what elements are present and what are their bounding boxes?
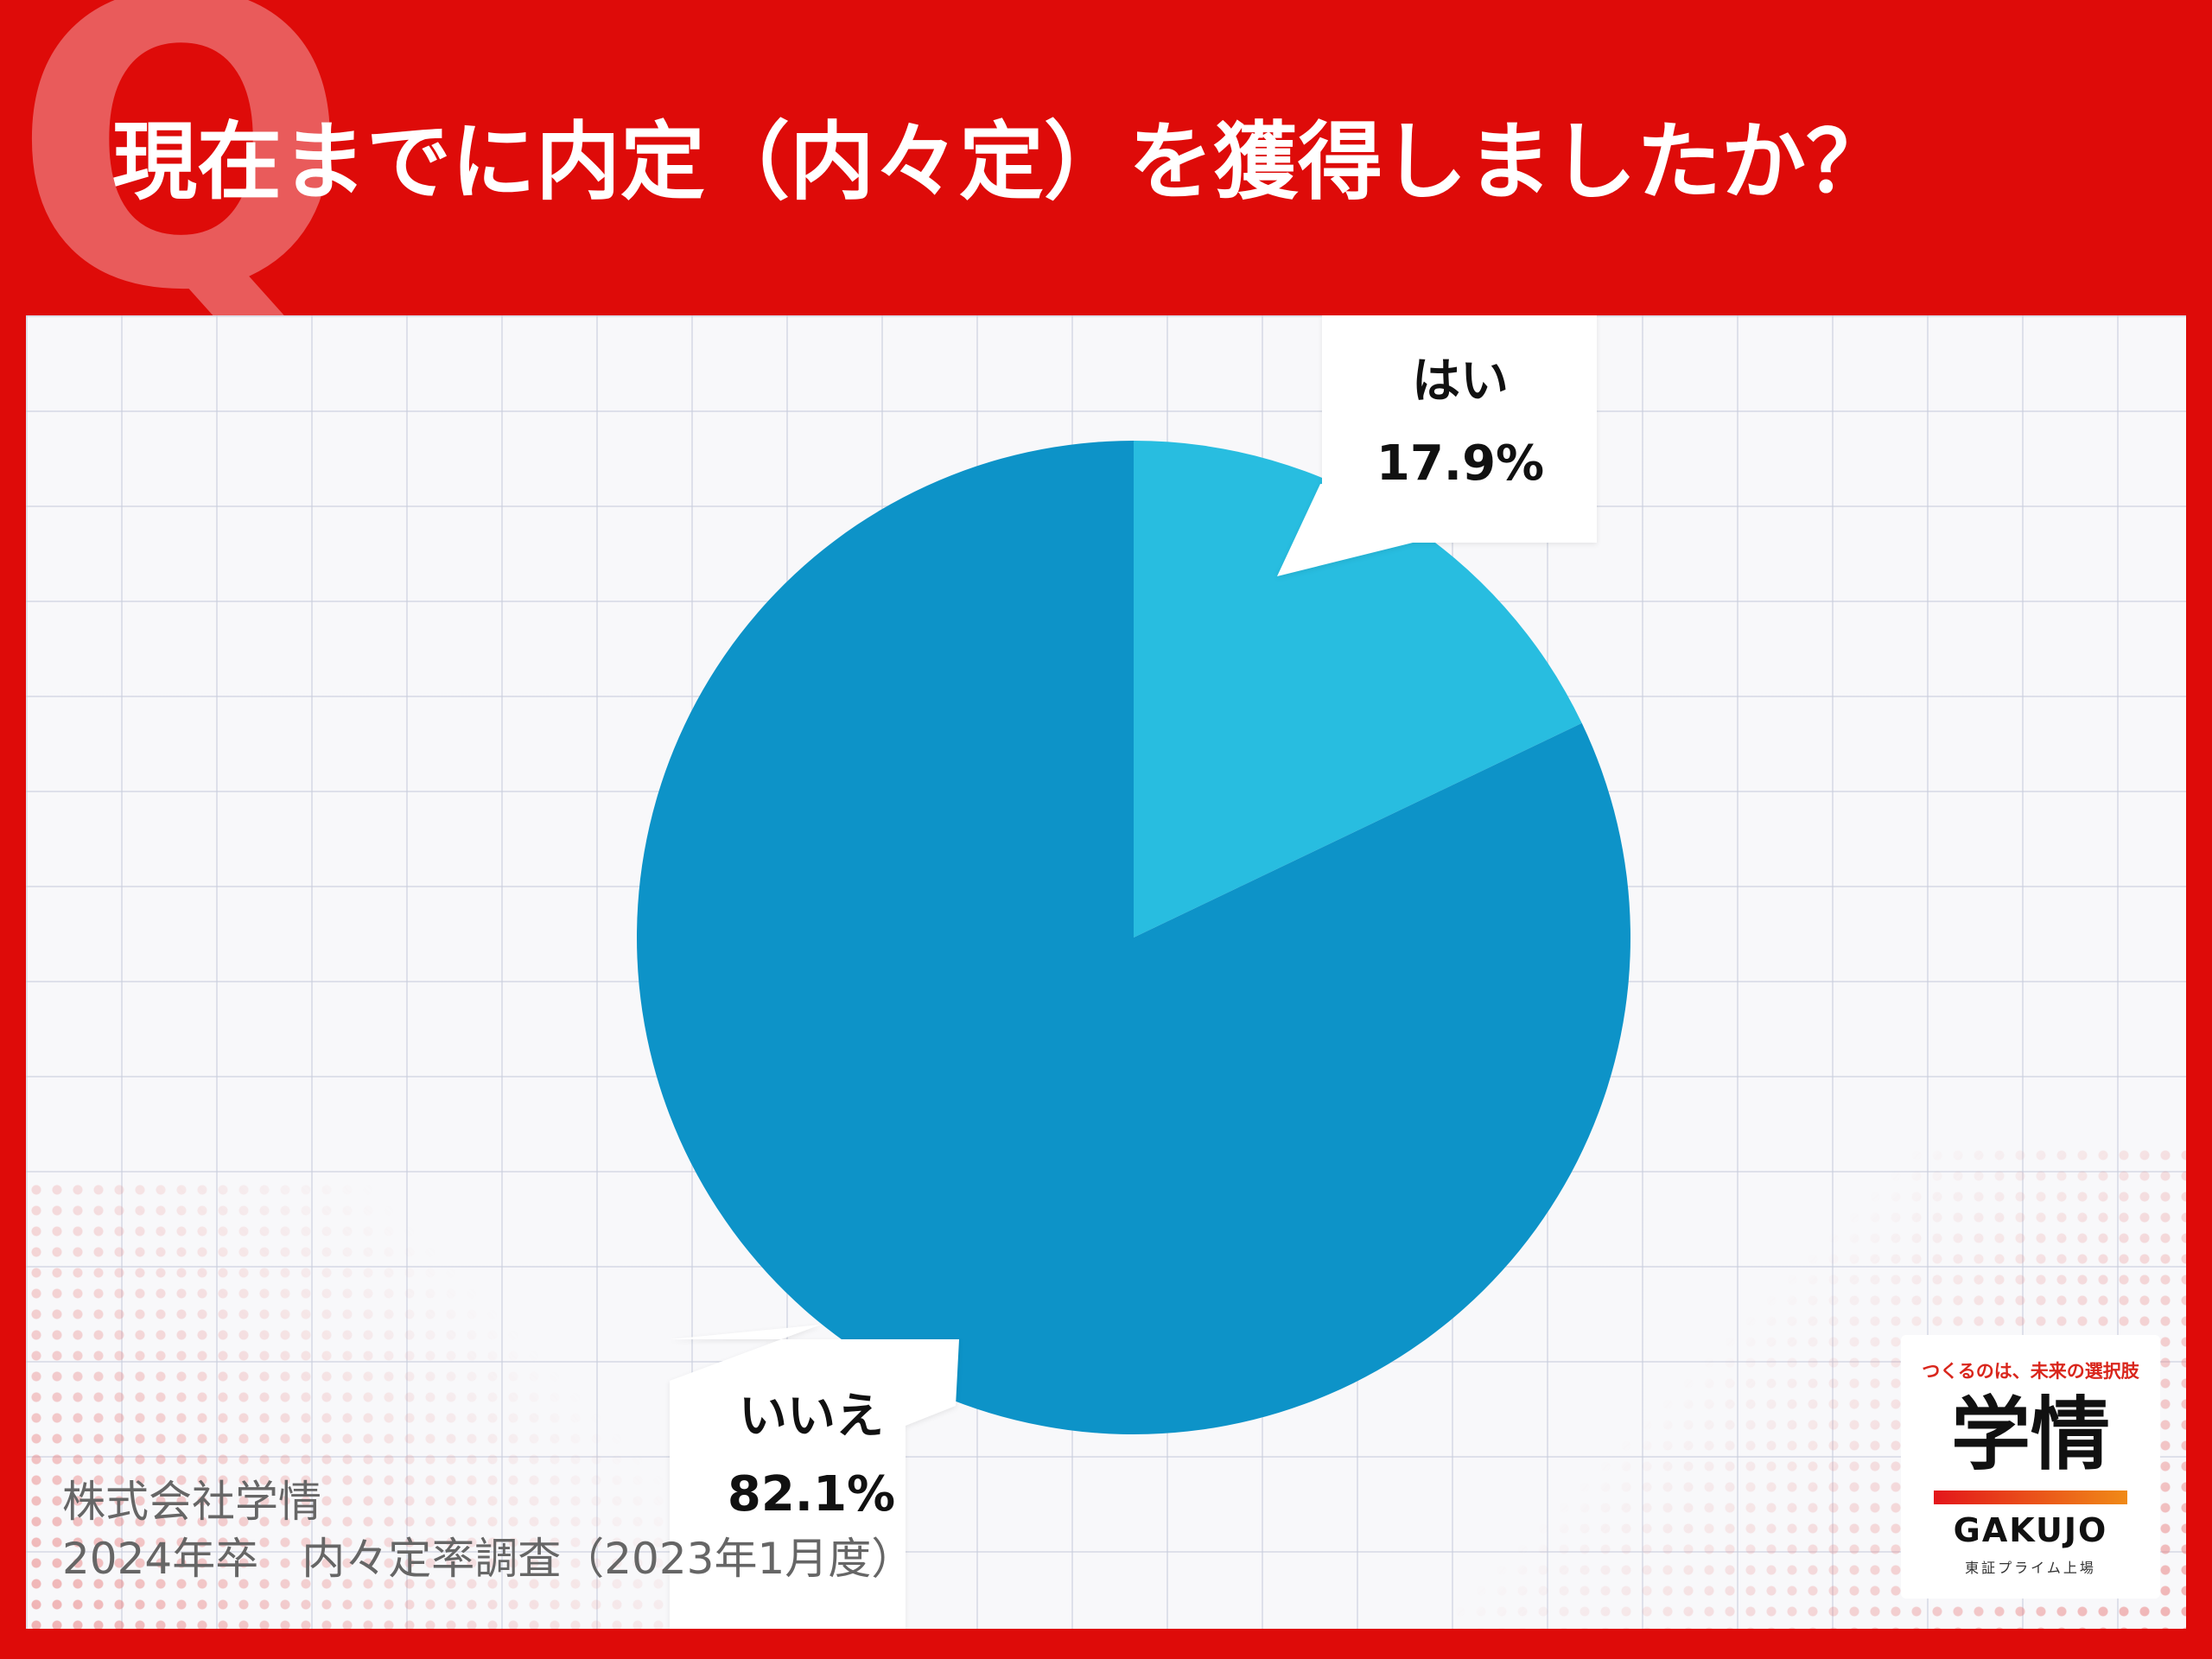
callout-no-box (670, 1325, 959, 1629)
callout-yes: はい 17.9% (1277, 315, 1597, 576)
slice-label-no: いいえ (739, 1389, 884, 1445)
logo-tagline: つくるのは、未来の選択肢 (1922, 1361, 2139, 1382)
pie-slice-yes (1134, 441, 1582, 938)
logo-wordmark: GAKUJO (1953, 1511, 2108, 1549)
pie-chart: はい 17.9% いいえ 82.1% (637, 315, 1631, 1629)
pie-slice-no (637, 441, 1631, 1434)
source-survey: 2024年卒 内々定率調査（2023年1月度） (62, 1534, 915, 1584)
callout-yes-box (1277, 315, 1597, 576)
q-mark: Q (12, 0, 351, 378)
callout-no: いいえ 82.1% (670, 1325, 959, 1629)
gakujo-logo: つくるのは、未来の選択肢 学情 GAKUJO 東証プライム上場 (1901, 1335, 2160, 1599)
slice-value-no: 82.1% (728, 1466, 895, 1522)
logo-kanji: 学情 (1950, 1389, 2110, 1481)
slice-label-yes: はい (1412, 353, 1509, 410)
logo-gradient-bar (1934, 1491, 2127, 1504)
question-title: 現在までに内定（内々定）を獲得しましたか？ (112, 113, 1891, 212)
source-company: 株式会社学情 (62, 1477, 321, 1527)
source-note: 株式会社学情 2024年卒 内々定率調査（2023年1月度） (62, 1473, 914, 1587)
slice-value-yes: 17.9% (1376, 435, 1544, 492)
chart-panel: はい 17.9% いいえ 82.1% (26, 315, 2186, 1629)
logo-listing: 東証プライム上場 (1965, 1560, 2096, 1576)
